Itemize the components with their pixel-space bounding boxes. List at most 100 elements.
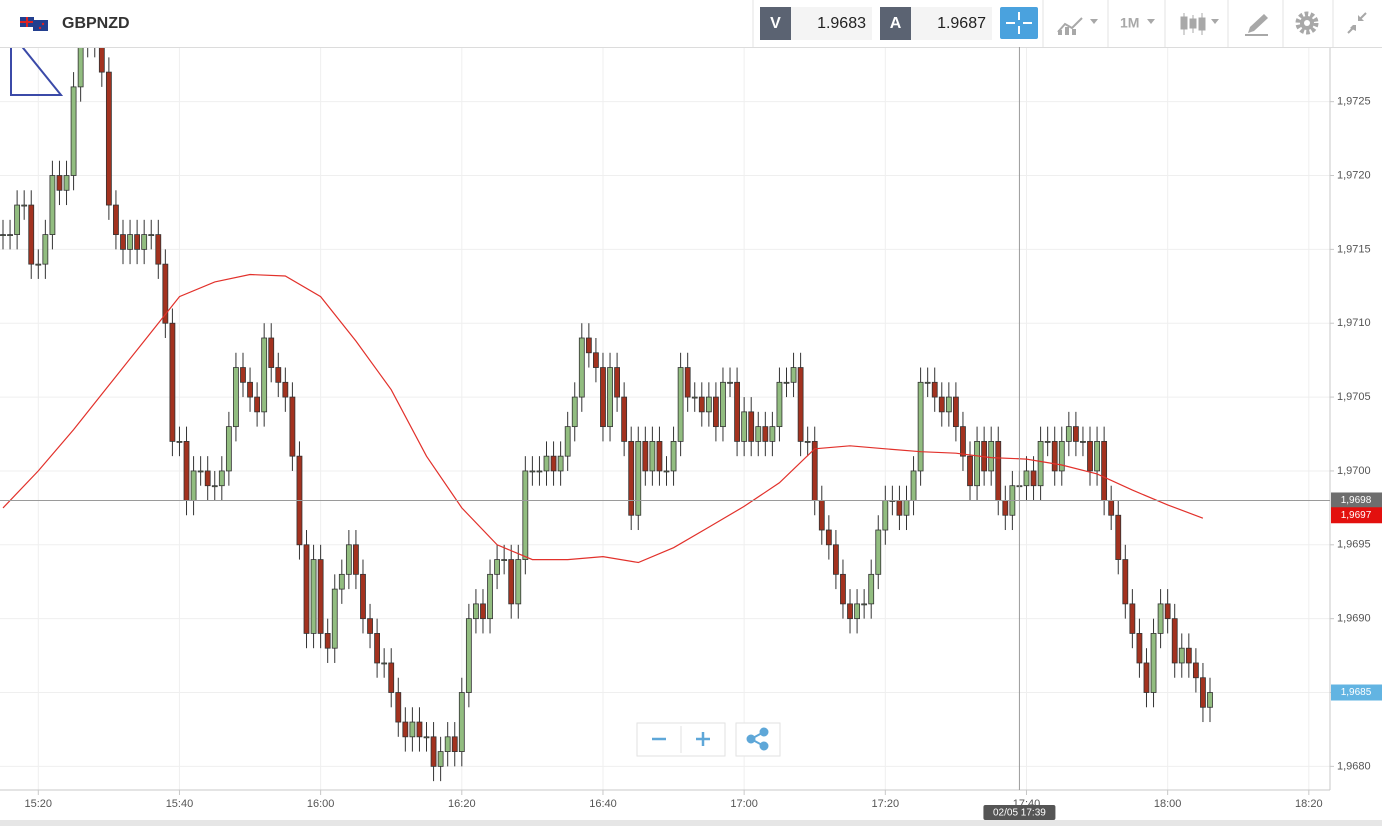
candle-body [211,485,218,488]
crosshair-label-box [983,805,1056,820]
candle-body [1171,618,1178,664]
candle-body [1058,440,1065,472]
candle-body [564,426,571,457]
candle-body [663,470,670,473]
zoom-controls [636,722,781,757]
candle-body [713,396,719,428]
candle-body [395,692,402,723]
candle-body [437,751,444,767]
candle-body [854,603,860,620]
candle-body [176,440,183,443]
candle-body [338,573,345,590]
draw-button[interactable] [1245,14,1268,36]
candle-body [444,736,451,752]
buy-price-box[interactable] [911,7,992,40]
candle-body [324,633,331,649]
candle-body [875,529,882,575]
sell-label: V [770,15,781,32]
x-tick-label: 15:20 [25,798,53,810]
candle-body [56,175,63,191]
indicator-button[interactable] [1057,17,1098,35]
candle-body [141,234,148,250]
candle-body [225,426,232,472]
candle-body [49,175,56,235]
zoom-in-button[interactable] [696,732,710,746]
candle-body [1051,440,1058,472]
candle-body [120,234,126,250]
timeframe-button[interactable]: 1M [1120,15,1155,31]
x-tick-label: 17:20 [872,798,900,810]
candle-body [1192,662,1199,679]
candle-body [677,367,684,442]
candle-body [1164,603,1171,620]
candle-body [522,470,529,560]
candle-body [600,367,606,428]
candle-body [833,544,839,575]
y-tick-label: 1,9680 [1337,760,1371,772]
candle-body [614,367,620,398]
candle-body [861,603,868,606]
candle-body [917,381,924,472]
candle-body [247,381,253,398]
candle-body [593,352,599,368]
sell-button[interactable] [760,7,791,40]
timeframe: 1M [1120,15,1139,31]
candle-body [550,455,557,472]
y-tick-label: 1,9720 [1337,169,1371,181]
y-tick-label: 1,9725 [1337,96,1371,108]
candle-body [113,204,119,235]
x-tick-label: 18:00 [1154,798,1182,810]
crosshair-button[interactable] [1000,7,1038,39]
candle-body [762,426,769,442]
candle-body [578,337,585,398]
candle-body [967,455,973,487]
candle-body [1087,440,1093,472]
share-icon [746,727,769,751]
candle-body [148,234,155,236]
share-button[interactable] [735,722,781,757]
candle-body [607,367,613,428]
axes: 1,9680 1,9685 1,9690 1,9695 1,9700 1,9705 1,97… [0,47,1371,810]
buy-button[interactable] [880,7,911,40]
candle-body [543,455,550,472]
candle-body [1065,426,1072,442]
candle-body [451,736,458,752]
candle-body [1143,662,1150,693]
bottom-strip [0,820,1382,826]
candle-body [635,440,642,516]
candle-body [1044,440,1051,443]
candle-body [868,573,875,605]
candle-body [952,396,959,428]
candle-body [508,559,515,605]
settings-button[interactable] [1295,11,1319,35]
candle-body [938,396,945,413]
candle-body [487,573,493,620]
x-tick-label: 17:00 [730,798,758,810]
candle-body [557,455,564,472]
chart-type-button[interactable] [1180,13,1219,35]
flag-icon [20,17,48,31]
candle-body [698,396,705,413]
drawing-triangle[interactable] [10,30,64,96]
candle-body [818,500,825,531]
candle-body [776,381,783,428]
candle-body [804,440,811,443]
candle-body [1122,559,1129,605]
sell-price-box[interactable] [791,7,872,40]
candle-body [642,440,649,472]
candle-body [1030,470,1037,487]
buy-price: 1.9687 [937,15,986,32]
collapse-button[interactable] [1347,12,1367,34]
candle-body [233,367,239,428]
candle-body [268,337,275,368]
candle-body [303,544,310,634]
candle-body [289,396,296,457]
crosshair-label: 02/05 17:39 [993,808,1046,819]
candle-body [571,396,578,428]
price-tag [1331,507,1382,524]
sell-price: 1.9683 [817,15,866,32]
x-tick-label: 16:40 [589,798,617,810]
candle-body [734,381,740,442]
candle-body [1129,603,1136,634]
